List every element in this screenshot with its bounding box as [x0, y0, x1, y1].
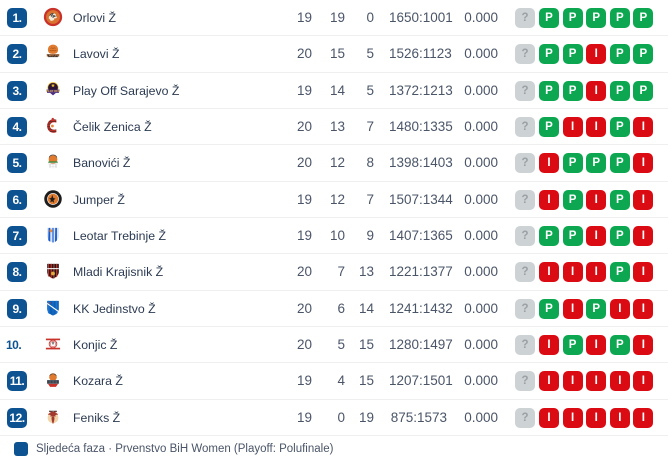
svg-text:PLAY OFF: PLAY OFF — [46, 89, 60, 93]
svg-text:LAVOVI: LAVOVI — [46, 54, 59, 58]
svg-text:FENIKS: FENIKS — [49, 411, 57, 413]
